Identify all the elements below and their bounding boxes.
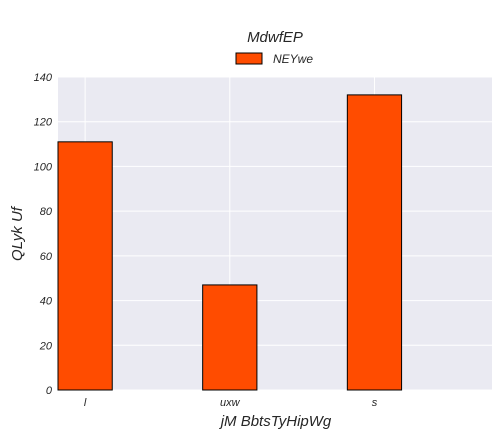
legend-label: NEYwe [273,52,313,66]
plot-area [58,77,492,390]
x-tick-label: s [372,397,378,409]
y-tick-label: 20 [39,340,53,352]
y-tick-label: 40 [40,296,53,308]
y-tick-label: 100 [34,161,53,173]
y-tick-label: 80 [40,206,53,218]
y-axis-ticks: 0 20 40 60 80 100 120 140 [34,72,53,397]
y-tick-label: 0 [46,385,53,397]
y-tick-label: 120 [34,117,53,129]
x-tick-label: uxw [220,397,241,409]
x-axis-ticks: l uxw s [84,397,378,409]
y-tick-label: 140 [34,72,53,84]
legend: NEYwe [235,52,313,66]
legend-swatch [235,52,263,65]
chart-title: MdwfEP [247,29,303,46]
y-axis-label: QLyk Uf [9,205,26,261]
x-tick-label: l [84,397,87,409]
bar-l [57,141,113,391]
x-axis-label: jM BbtsTyHipWg [219,413,332,430]
bar-s [346,94,403,391]
bar-uxw [202,284,258,391]
bars [57,94,403,391]
y-tick-label: 60 [40,251,53,263]
